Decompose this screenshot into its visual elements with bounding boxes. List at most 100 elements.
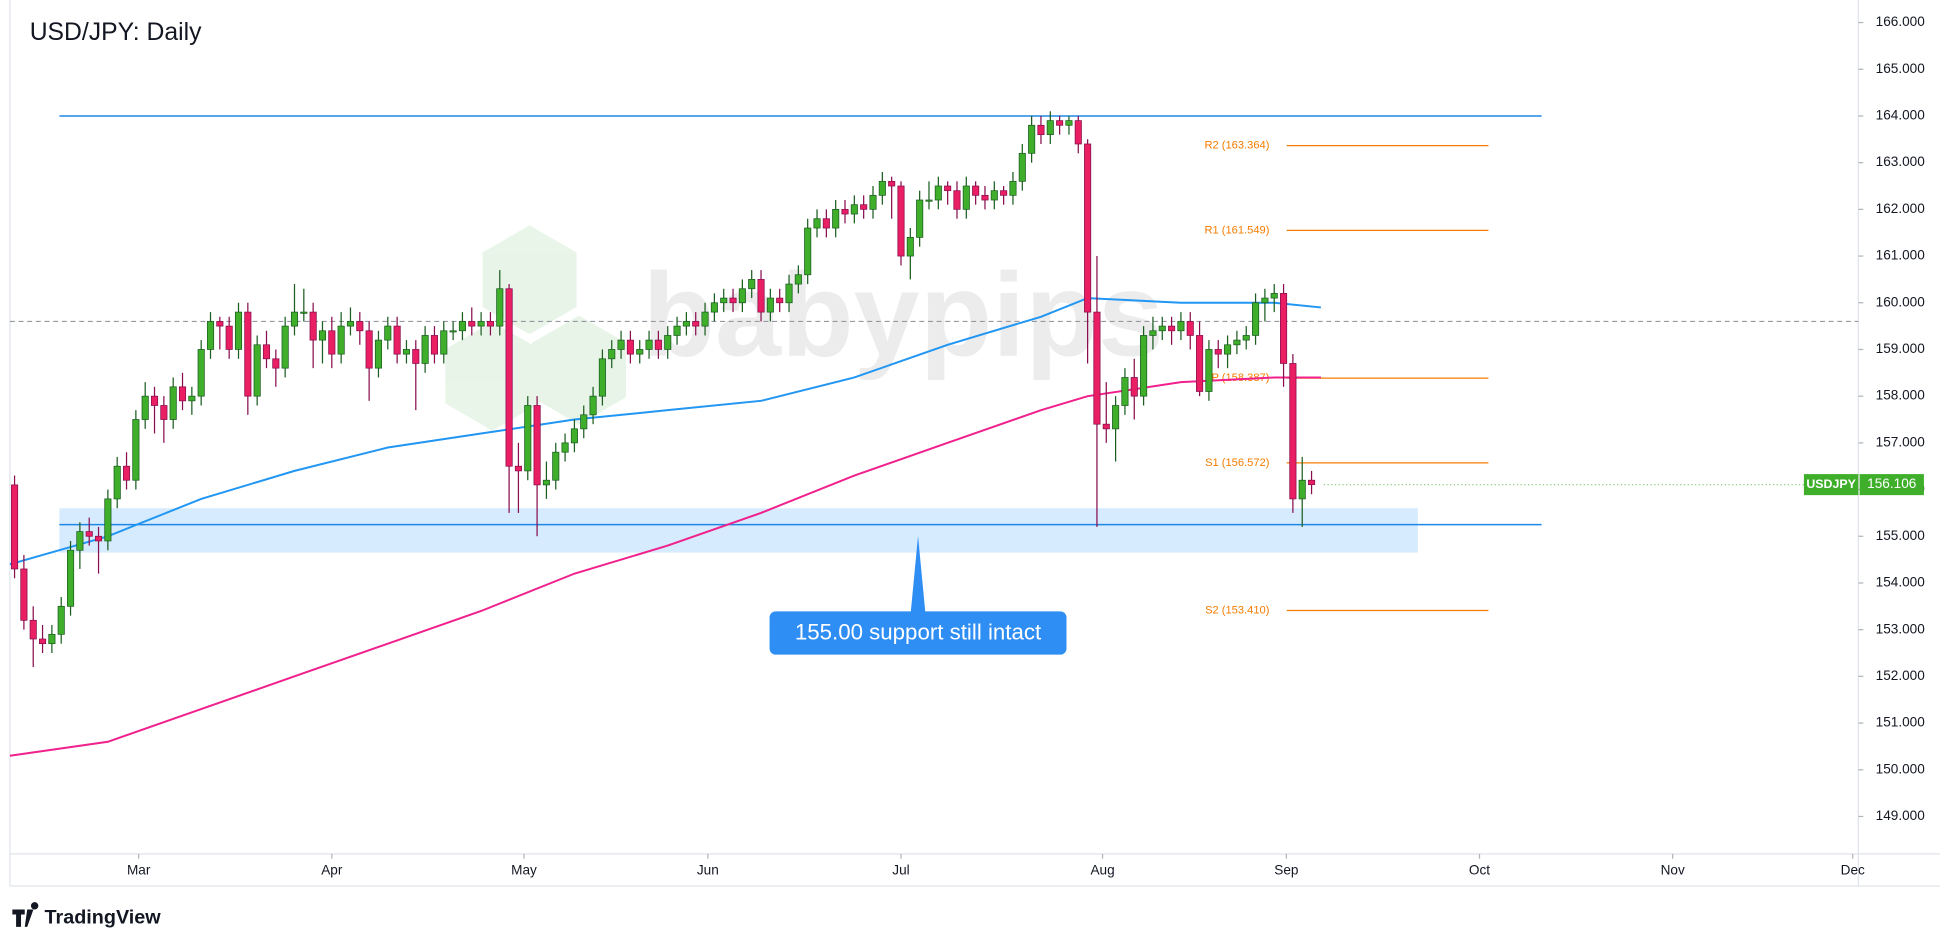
candle-body xyxy=(1018,152,1026,182)
candle-body xyxy=(729,297,737,304)
candle-body xyxy=(496,288,504,327)
candle-body xyxy=(290,311,299,327)
candle-body xyxy=(1261,297,1269,304)
candle-body xyxy=(160,405,168,420)
candle-body xyxy=(1158,325,1166,332)
candle-body xyxy=(48,633,56,645)
candle-body xyxy=(122,465,131,481)
y-tick-label: 150.000 xyxy=(1876,761,1926,776)
candle-body xyxy=(1280,293,1288,364)
price-tag-symbol xyxy=(1803,474,1859,496)
y-tick-label: 155.000 xyxy=(1876,528,1926,543)
candle-body xyxy=(1084,143,1092,313)
candle-body xyxy=(1177,321,1185,332)
x-tick-label: Jun xyxy=(697,863,719,878)
candle-body xyxy=(524,405,532,472)
y-tick-label: 163.000 xyxy=(1876,154,1926,169)
candle-body xyxy=(1186,321,1194,336)
candle-body xyxy=(384,325,392,341)
candle-body xyxy=(1065,120,1073,126)
moving-average xyxy=(9,297,1321,566)
candle-body xyxy=(850,204,858,215)
candle-body xyxy=(188,395,196,402)
candle-body xyxy=(757,279,765,313)
x-tick-label: May xyxy=(511,863,537,878)
candle-body xyxy=(85,531,93,537)
candle-body xyxy=(673,325,681,336)
candle-body xyxy=(785,283,793,304)
candle-body xyxy=(962,185,970,210)
brand: TradingView xyxy=(12,902,161,928)
candle-body xyxy=(1028,124,1036,154)
candle-body xyxy=(617,339,625,350)
candle-body xyxy=(244,311,252,397)
candle-body xyxy=(39,638,47,645)
candle-body xyxy=(934,185,942,201)
candle-body xyxy=(272,358,280,369)
candle-body xyxy=(402,349,411,355)
candle-body xyxy=(1242,335,1250,341)
candle-body xyxy=(393,325,401,355)
candle-body xyxy=(67,549,75,607)
candle-body xyxy=(346,321,355,327)
candle-body xyxy=(514,465,522,472)
pivot-label: R2 (163.364) xyxy=(1204,140,1269,152)
candle-body xyxy=(94,535,103,542)
candle-body xyxy=(356,321,364,332)
candle-body xyxy=(832,208,840,229)
candle-body xyxy=(234,311,243,350)
candle-body xyxy=(990,190,998,201)
candle-body xyxy=(944,185,952,192)
candle-body xyxy=(878,180,886,196)
candle-body xyxy=(869,194,877,210)
candle-body xyxy=(440,330,448,355)
candle-body xyxy=(412,349,420,364)
y-tick-label: 161.000 xyxy=(1876,248,1926,263)
candle-body xyxy=(141,395,149,420)
candle-body xyxy=(1140,335,1148,397)
candle-body xyxy=(421,335,429,364)
candle-body xyxy=(1224,344,1232,355)
candle-body xyxy=(1270,293,1278,299)
candle-body xyxy=(1289,363,1297,500)
candle-body xyxy=(1121,377,1129,406)
candle-body xyxy=(813,218,821,229)
candle-body xyxy=(897,185,905,257)
candle-body xyxy=(113,465,121,500)
candle-body xyxy=(1205,349,1213,392)
candle-body xyxy=(598,358,606,397)
pivot-label: P (158.387) xyxy=(1211,372,1269,384)
price-tag xyxy=(1859,474,1924,496)
y-tick-label: 160.000 xyxy=(1876,294,1926,309)
price-tag-text: 156.106 xyxy=(1867,476,1916,491)
candle-body xyxy=(1112,405,1120,430)
candle-body xyxy=(580,414,588,430)
candle-body xyxy=(701,311,709,327)
candle-body xyxy=(1196,335,1204,392)
candle-body xyxy=(169,386,177,420)
x-tick-label: Jul xyxy=(892,863,909,878)
y-tick-label: 149.000 xyxy=(1876,808,1926,823)
candle-body xyxy=(253,344,261,397)
candle-body xyxy=(300,311,308,314)
candle-body xyxy=(664,335,672,350)
candle-body xyxy=(1009,180,1017,196)
callout-pointer xyxy=(910,535,926,614)
candle-body xyxy=(449,330,457,333)
candle-body xyxy=(150,395,159,406)
candle-body xyxy=(197,349,205,397)
candle-body xyxy=(1056,120,1064,126)
candle-body xyxy=(1037,124,1045,136)
candle-body xyxy=(748,279,756,290)
candle-body xyxy=(981,194,989,201)
candle-body xyxy=(692,321,700,327)
candle-body xyxy=(132,419,140,481)
candle-body xyxy=(29,619,37,640)
callout-box xyxy=(769,611,1067,655)
candle-body xyxy=(225,325,233,350)
candle-body xyxy=(766,297,774,313)
candle-body xyxy=(1298,479,1306,500)
candle-body xyxy=(374,339,383,369)
candle-body xyxy=(626,339,634,355)
